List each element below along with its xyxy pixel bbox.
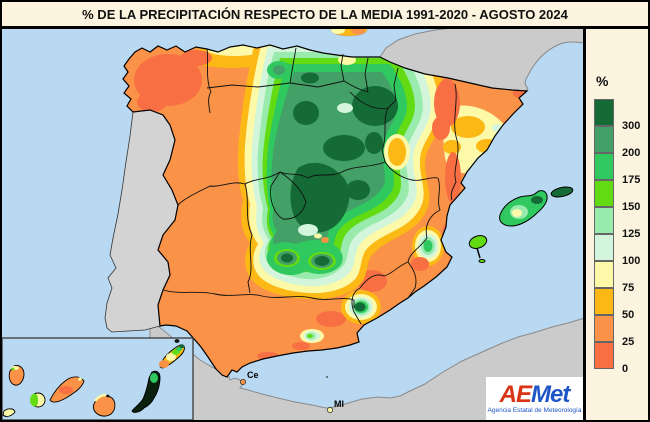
aemet-logo-text: AEMet xyxy=(499,380,571,408)
legend-swatch xyxy=(594,153,614,180)
legend-label: 50 xyxy=(622,309,635,321)
legend-swatch xyxy=(594,315,614,342)
precipitation-map: Ce Ml xyxy=(2,29,583,420)
legend-swatch xyxy=(594,234,614,261)
legend-swatch xyxy=(594,180,614,207)
legend-label: 0 xyxy=(622,363,629,375)
aemet-logo: AEMet Agencia Estatal de Meteorología xyxy=(486,377,583,420)
page-title: % DE LA PRECIPITACIÓN RESPECTO DE LA MED… xyxy=(82,6,568,22)
legend-swatch xyxy=(594,126,614,153)
legend-label: 100 xyxy=(622,255,641,267)
legend-scale: 300 200 175 150 125 100 75 50 25 0 xyxy=(594,99,646,375)
legend-row: 0 xyxy=(594,342,628,375)
legend-label: 300 xyxy=(622,120,641,132)
legend-row: 50 xyxy=(594,288,634,321)
balearic-islands xyxy=(468,186,574,263)
biscay-edge-blob xyxy=(330,29,368,37)
ibiza xyxy=(468,235,488,249)
legend-label: 200 xyxy=(622,147,641,159)
la-graciosa xyxy=(174,339,180,343)
legend-swatch xyxy=(594,342,614,369)
map-area: Ce Ml xyxy=(2,29,583,420)
ceuta-label: Ce xyxy=(247,370,259,380)
gran-canaria xyxy=(92,395,116,417)
legend-label: 175 xyxy=(622,174,641,186)
legend-row: 75 xyxy=(594,261,634,294)
logo-letters-met: Met xyxy=(531,380,570,408)
legend-panel: % 300 200 175 150 125 100 75 50 25 0 xyxy=(586,29,648,420)
el-hierro xyxy=(2,408,16,417)
legend-row: 200 xyxy=(594,126,640,159)
legend-unit: % xyxy=(596,73,609,89)
legend-row: 25 xyxy=(594,315,634,348)
legend-label: 150 xyxy=(622,201,641,213)
legend-swatch xyxy=(594,207,614,234)
legend-label: 25 xyxy=(622,336,635,348)
title-bar: % DE LA PRECIPITACIÓN RESPECTO DE LA MED… xyxy=(2,2,648,26)
legend-swatch xyxy=(594,288,614,315)
legend-row: 300 xyxy=(594,99,640,132)
legend-swatch xyxy=(594,99,614,126)
canary-inset xyxy=(2,337,194,420)
legend-label: 125 xyxy=(622,228,641,240)
logo-letter-e: E xyxy=(515,380,532,408)
legend-row: 100 xyxy=(594,234,640,267)
menorca xyxy=(550,186,574,198)
legend-row: 175 xyxy=(594,153,640,186)
ceuta-melilla: Ce Ml xyxy=(240,370,344,413)
logo-letter-a: A xyxy=(499,380,517,408)
legend-swatch xyxy=(594,261,614,288)
aemet-logo-subtitle: Agencia Estatal de Meteorología xyxy=(487,406,582,414)
legend-row: 150 xyxy=(594,180,640,213)
region-borders xyxy=(162,47,459,325)
formentera xyxy=(478,259,486,263)
legend-row: 125 xyxy=(594,207,640,240)
melilla-label: Ml xyxy=(334,399,344,409)
alboran-dot xyxy=(326,376,328,378)
legend-label: 75 xyxy=(622,282,635,294)
